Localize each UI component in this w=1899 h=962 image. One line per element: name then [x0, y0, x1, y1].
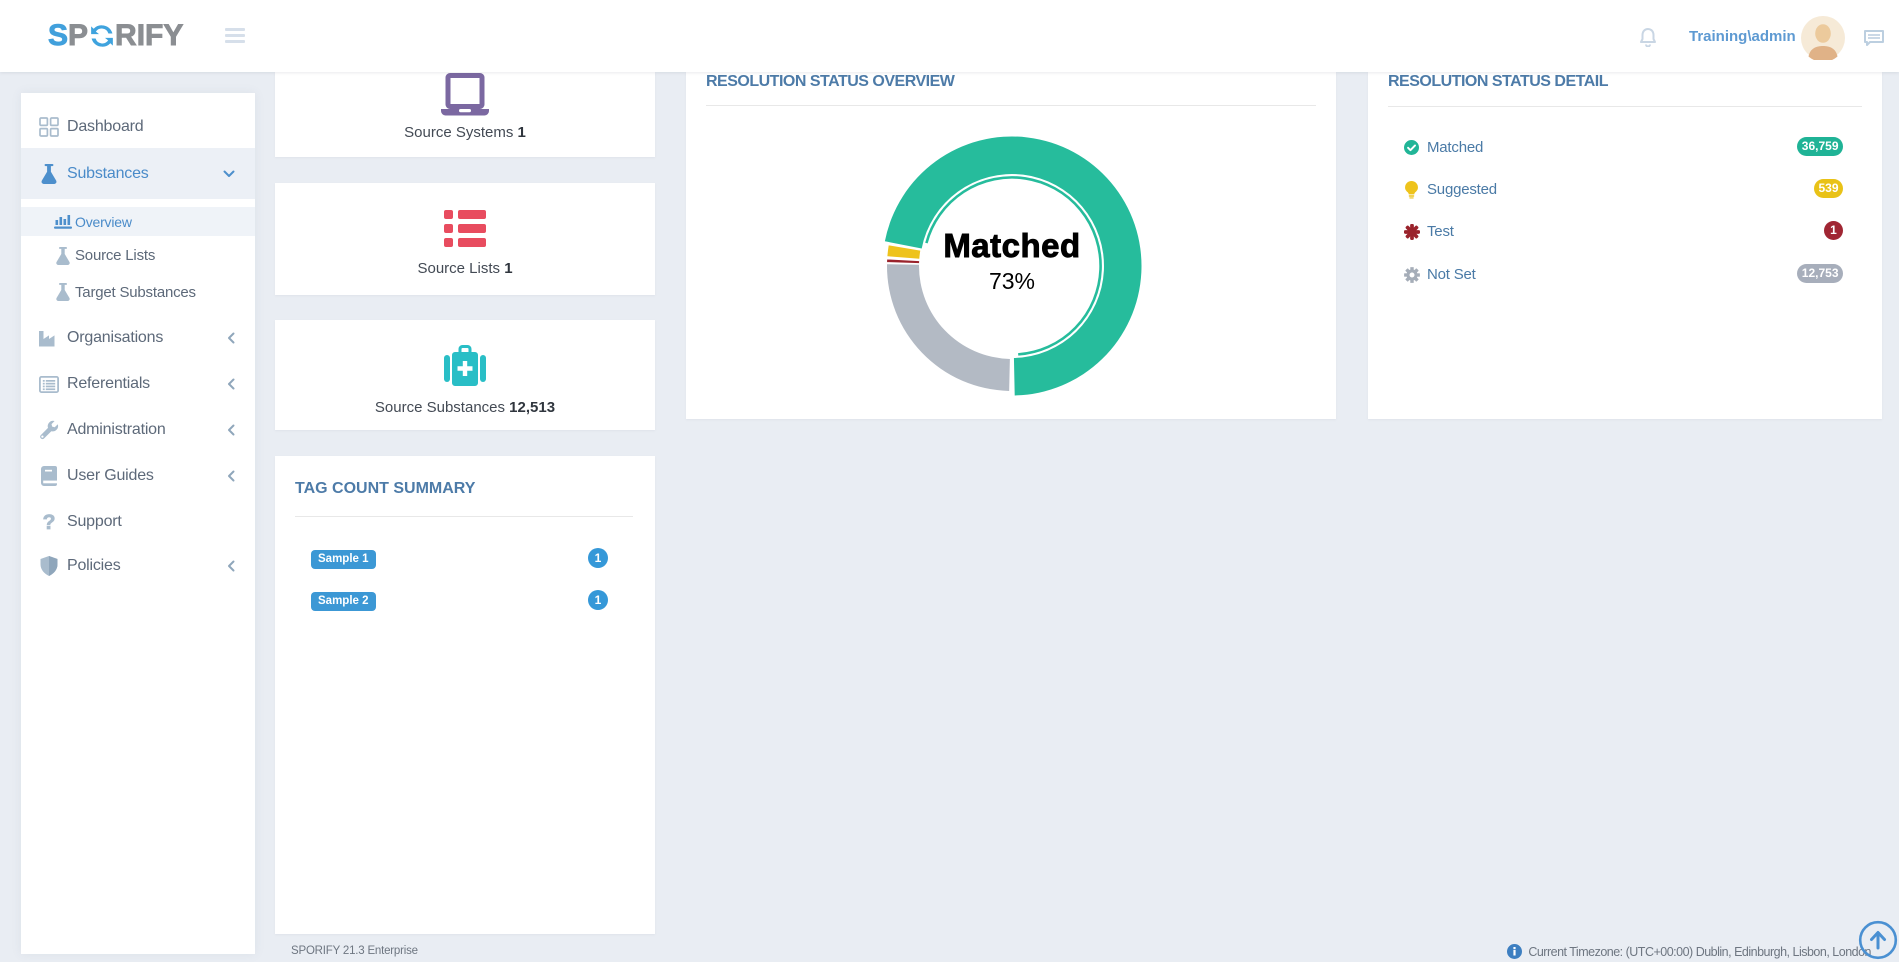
svg-text:73%: 73%: [989, 268, 1035, 294]
svg-text:Matched: Matched: [943, 227, 1080, 264]
